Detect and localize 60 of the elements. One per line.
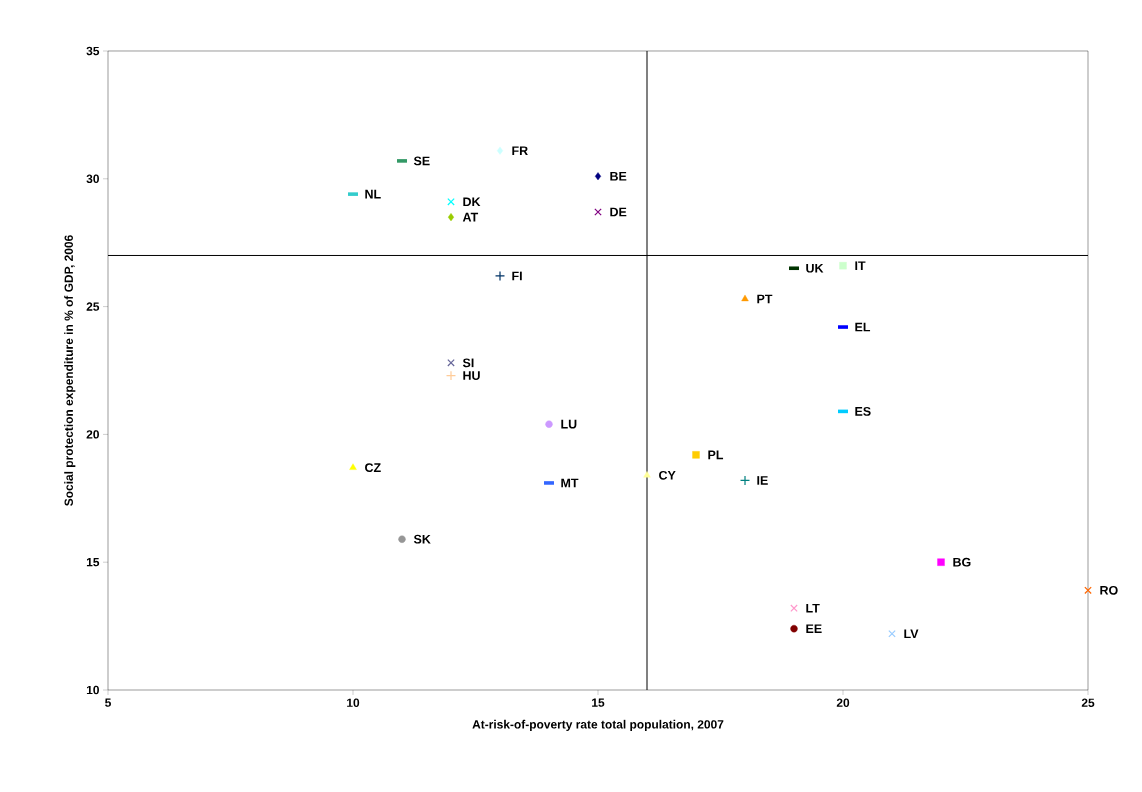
point: [937, 558, 945, 566]
x-tick-label: 10: [347, 698, 360, 707]
series-label: IT: [855, 261, 866, 270]
series-label: PT: [757, 294, 773, 304]
point: [790, 624, 798, 633]
x-axis-title: At-risk-of-poverty rate total population, 2007: [472, 719, 724, 731]
point: [349, 463, 357, 470]
point: [692, 451, 700, 459]
point: [398, 535, 406, 543]
series-label: LU: [561, 419, 577, 429]
series-label: ES: [855, 406, 871, 416]
series-label: SI: [462, 358, 474, 368]
point: [790, 604, 798, 612]
series-label: CY: [659, 470, 676, 480]
point: [447, 198, 455, 206]
series-label: AT: [462, 212, 479, 222]
series-label: SE: [413, 156, 430, 166]
series-label: RO: [1100, 585, 1118, 595]
series-label: LV: [904, 629, 919, 639]
point: [839, 262, 847, 270]
series-label: MT: [561, 478, 579, 488]
series-label: FI: [512, 271, 522, 281]
point: [445, 370, 457, 381]
series-label: UK: [806, 263, 824, 273]
y-tick-label: 20: [86, 430, 99, 439]
series-label: BG: [953, 557, 971, 567]
point: [447, 213, 455, 222]
series-label: HU: [463, 371, 480, 380]
series-label: NL: [365, 189, 381, 199]
point: [494, 270, 506, 282]
series-label: EE: [806, 624, 822, 633]
point: [1084, 586, 1092, 595]
point: [739, 475, 751, 486]
y-tick-label: 10: [86, 685, 99, 695]
series-label: LT: [806, 603, 820, 613]
y-tick-label: 25: [86, 302, 100, 311]
series-label: DE: [610, 207, 627, 217]
point: [594, 172, 602, 181]
series-label: CZ: [365, 463, 381, 473]
y-tick-label: 15: [86, 558, 100, 567]
series-label: IE: [757, 476, 768, 485]
series-label: EL: [855, 322, 871, 332]
series-label: SK: [413, 534, 431, 544]
x-tick-label: 25: [1081, 698, 1095, 707]
point: [643, 471, 651, 478]
point: [545, 420, 553, 428]
series-label: DK: [463, 197, 481, 207]
point: [741, 294, 749, 302]
series-label: BE: [610, 171, 627, 181]
y-axis-title: Social protection expenditure in % of GDP, 2006: [64, 235, 76, 506]
x-tick-label: 20: [836, 698, 850, 707]
x-tick-label: 15: [592, 698, 605, 707]
series-label: PL: [708, 450, 724, 460]
point: [447, 359, 455, 367]
x-tick-label: 5: [105, 698, 111, 707]
y-tick-label: 30: [86, 174, 99, 184]
series-label: FR: [512, 146, 528, 155]
point: [496, 146, 504, 155]
point: [888, 630, 896, 638]
y-tick-label: 35: [86, 46, 100, 56]
